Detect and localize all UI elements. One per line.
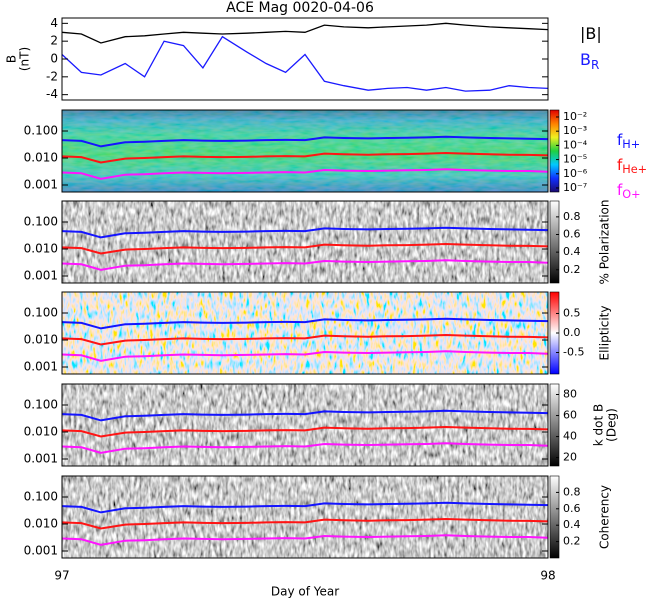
colorbar-tick-label: 60	[563, 409, 577, 422]
data-line	[61, 242, 549, 255]
legend-label: f	[617, 181, 623, 199]
y-tick-label: 0.100	[24, 215, 58, 229]
y-tick-label: 4	[50, 16, 58, 30]
colorbar-tick-label: 0.8	[563, 485, 581, 498]
legend-entry: |B|	[580, 24, 602, 43]
y-tick-label: 0.100	[24, 124, 58, 138]
data-line	[61, 168, 549, 180]
colorbar-label: Ellipticity	[598, 306, 612, 361]
colorbar	[549, 475, 560, 559]
data-line	[61, 501, 549, 514]
y-axis-label: (nT)	[18, 47, 32, 71]
colorbar-label: (Deg)	[605, 408, 619, 442]
data-line	[61, 259, 549, 271]
y-tick-label: -2	[46, 69, 58, 83]
data-line	[61, 409, 549, 422]
panel-frame	[61, 475, 549, 559]
data-line	[61, 517, 549, 530]
colorbar-label: % Polarization	[598, 200, 612, 285]
y-axis-label: B	[5, 55, 19, 63]
colorbar-tick-label: 0.2	[563, 535, 581, 548]
y-tick-label: 2	[50, 34, 58, 48]
y-tick-label: 0.010	[24, 241, 58, 255]
panel-frame	[61, 291, 549, 375]
colorbar-tick-label: 10⁻⁵	[563, 153, 587, 166]
colorbar-tick-label: 10⁻²	[563, 110, 587, 123]
x-axis-label: Day of Year	[271, 585, 339, 599]
data-line	[61, 442, 549, 454]
y-tick-label: 0.100	[24, 398, 58, 412]
y-tick-label: 0.100	[24, 490, 58, 504]
y-tick-label: 0.010	[24, 332, 58, 346]
y-tick-label: 0.010	[24, 424, 58, 438]
spectrogram-background	[62, 110, 548, 192]
colorbar-tick-label: 0.6	[563, 502, 581, 515]
panel-frame	[61, 383, 549, 467]
data-line	[61, 226, 549, 239]
spectrogram-background	[62, 201, 548, 283]
colorbar-tick-label: 10⁻⁶	[563, 167, 588, 180]
colorbar-tick-label: 0.8	[563, 210, 581, 223]
data-line	[61, 22, 549, 44]
colorbar-label: k dot B	[592, 404, 606, 446]
legend-subscript: H+	[622, 138, 640, 151]
colorbar	[549, 109, 560, 193]
legend-subscript: O+	[622, 188, 640, 201]
y-tick-label: 0.010	[24, 516, 58, 530]
y-tick-label: 0.001	[24, 543, 58, 557]
colorbar-label: Coherency	[598, 485, 612, 549]
legend-entry: fHe+	[617, 156, 647, 177]
y-tick-label: 0.001	[24, 359, 58, 373]
y-tick-label: 0	[50, 52, 58, 66]
colorbar-tick-label: 0.4	[563, 518, 581, 531]
data-line	[61, 425, 549, 438]
spectrogram-background	[62, 476, 548, 558]
spectrogram-background	[62, 384, 548, 466]
colorbar-tick-label: 10⁻⁷	[563, 181, 587, 194]
data-line	[61, 350, 549, 362]
legend-entry: fO+	[617, 181, 641, 202]
legend-label: f	[617, 131, 623, 149]
legend-subscript: He+	[622, 163, 647, 176]
legend-label: B	[580, 50, 591, 69]
chart-title: ACE Mag 0020-04-06	[226, 0, 374, 16]
data-line	[61, 135, 549, 148]
legend-label: f	[617, 156, 623, 174]
colorbar-tick-label: 20	[563, 451, 577, 464]
colorbar	[549, 383, 560, 467]
colorbar-tick-label: 0.0	[563, 326, 581, 339]
panel-frame	[61, 109, 549, 193]
legend-entry: BR	[580, 50, 599, 72]
colorbar-tick-label: 10⁻⁴	[563, 138, 588, 151]
data-line	[61, 317, 549, 330]
colorbar-tick-label: 0.4	[563, 245, 581, 258]
colorbar-tick-label: 40	[563, 430, 577, 443]
legend-subscript: R	[591, 58, 599, 72]
colorbar-tick-label: 0.5	[563, 306, 581, 319]
colorbar-tick-label: -0.5	[563, 346, 584, 359]
colorbar-tick-label: 0.2	[563, 263, 581, 276]
panel-frame	[61, 200, 549, 284]
data-line	[61, 35, 549, 92]
y-tick-label: 0.001	[24, 268, 58, 282]
colorbar-tick-label: 0.6	[563, 228, 581, 241]
y-tick-label: 0.001	[24, 451, 58, 465]
data-line	[61, 333, 549, 346]
data-line	[61, 534, 549, 546]
y-tick-label: 0.001	[24, 177, 58, 191]
spectrogram-background	[62, 292, 548, 374]
colorbar	[549, 200, 560, 284]
x-tick-label: 97	[54, 569, 69, 583]
y-tick-label: 0.010	[24, 150, 58, 164]
legend-label: |B|	[580, 24, 602, 43]
y-tick-label: 0.100	[24, 306, 58, 320]
panel-frame	[61, 17, 549, 101]
legend-entry: fH+	[617, 131, 640, 152]
y-tick-label: -4	[46, 87, 58, 101]
colorbar-tick-label: 80	[563, 388, 577, 401]
data-line	[61, 151, 549, 164]
x-tick-label: 98	[540, 569, 555, 583]
colorbar-tick-label: 10⁻³	[563, 124, 587, 137]
